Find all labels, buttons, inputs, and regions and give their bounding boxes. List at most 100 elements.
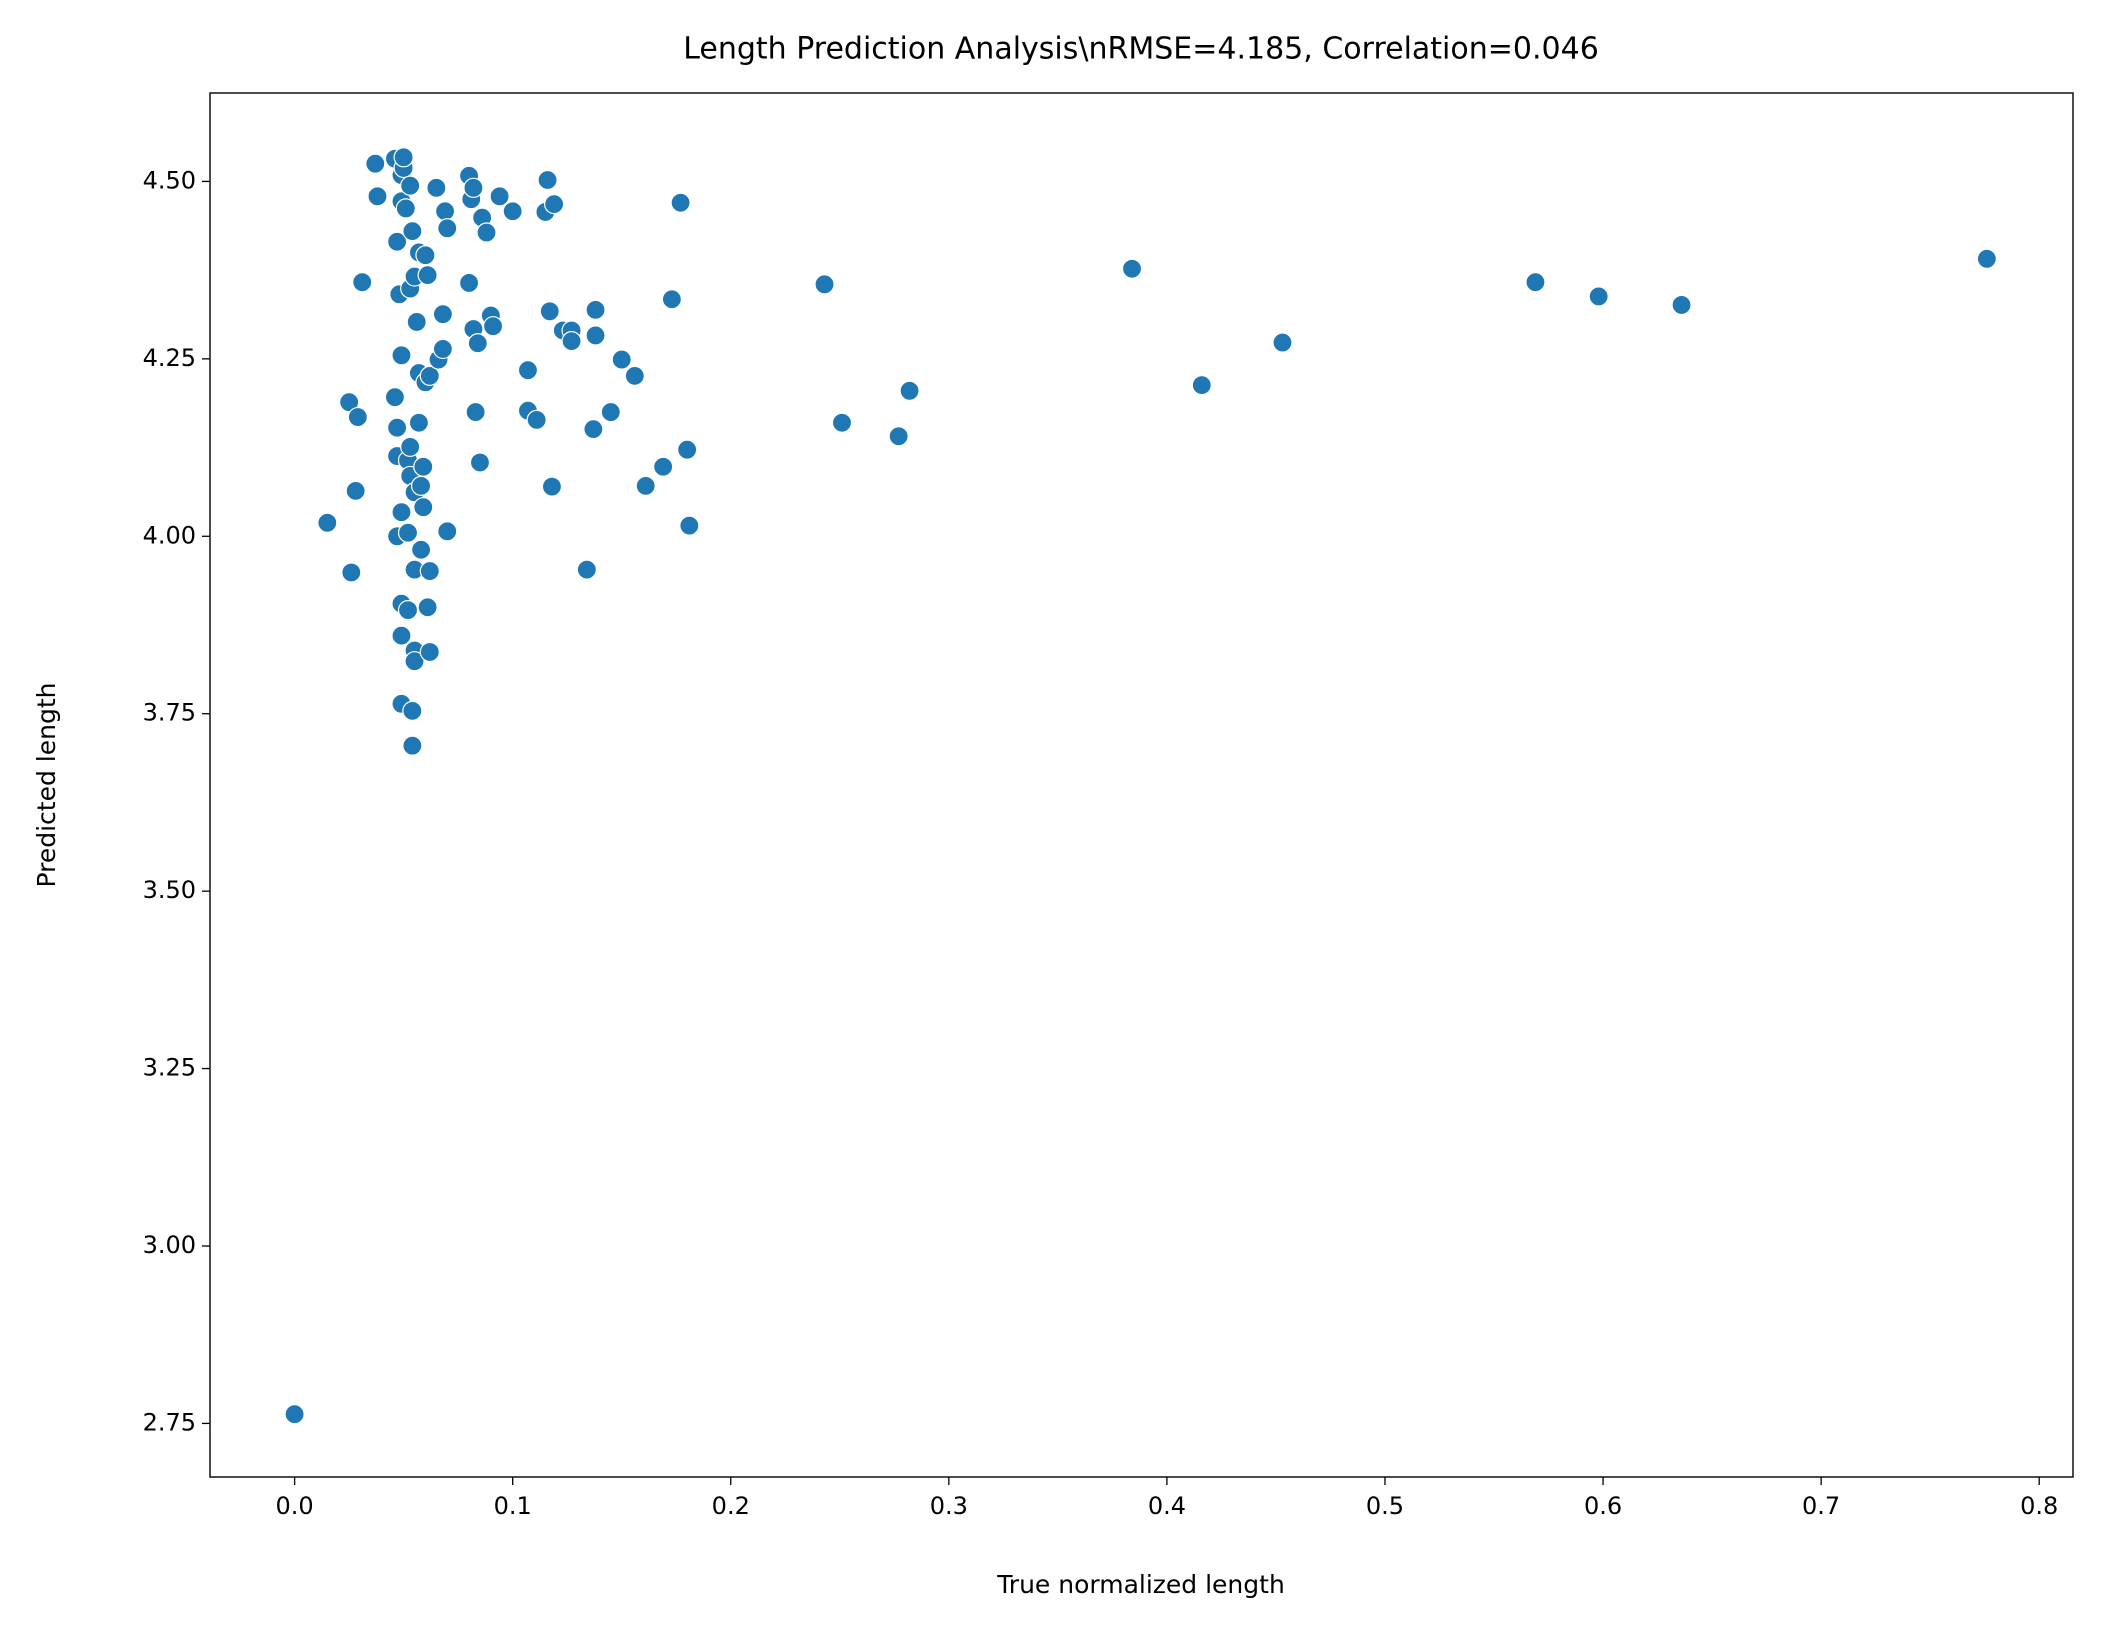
x-tick-label: 0.5 [1366, 1492, 1404, 1520]
point [404, 651, 425, 672]
point [341, 562, 362, 583]
point [387, 231, 408, 252]
point [1272, 332, 1293, 353]
point [831, 412, 853, 433]
point [347, 406, 368, 428]
point [544, 194, 565, 215]
point [482, 316, 504, 337]
point [352, 272, 373, 293]
point [397, 522, 419, 543]
point [1976, 248, 1997, 269]
x-tick-label: 0.1 [494, 1492, 532, 1520]
point [469, 452, 491, 473]
point [539, 301, 560, 322]
point [624, 365, 645, 386]
point [426, 177, 447, 198]
point [391, 625, 412, 646]
point [888, 426, 909, 447]
point [419, 641, 440, 663]
point [365, 153, 386, 174]
point [417, 597, 438, 618]
point [339, 392, 360, 413]
point [465, 401, 486, 423]
point [653, 456, 674, 477]
point [415, 245, 436, 266]
point [400, 175, 421, 196]
y-tick-label: 3.75 [143, 699, 196, 727]
point [387, 417, 408, 438]
point [391, 502, 412, 523]
point [413, 456, 434, 477]
point [502, 201, 523, 222]
point [1121, 258, 1143, 279]
point [635, 475, 656, 496]
point [541, 476, 563, 497]
point [402, 700, 423, 721]
y-tick-label: 4.25 [143, 344, 196, 372]
point [402, 221, 423, 242]
point [576, 559, 597, 580]
point [1525, 272, 1546, 293]
point [284, 1404, 305, 1425]
point [611, 349, 632, 370]
point [463, 177, 484, 198]
point [1588, 286, 1609, 307]
point [437, 521, 458, 542]
x-tick-label: 0.3 [930, 1492, 968, 1520]
point [417, 265, 438, 286]
point [661, 289, 682, 310]
point [432, 304, 454, 325]
point [476, 222, 497, 243]
point [317, 512, 338, 533]
point [384, 387, 406, 408]
x-tick-label: 0.0 [276, 1492, 314, 1520]
x-tick-label: 0.7 [1802, 1492, 1840, 1520]
plot-frame [209, 92, 2074, 1478]
point [526, 409, 547, 430]
point [670, 192, 691, 213]
point [434, 201, 456, 222]
point [391, 345, 412, 366]
y-tick-label: 4.50 [143, 166, 196, 194]
point [1191, 375, 1212, 396]
point [413, 497, 434, 518]
point [406, 311, 427, 333]
point [408, 412, 430, 433]
point [585, 299, 606, 320]
point [395, 198, 416, 219]
point [814, 274, 835, 295]
point [402, 735, 423, 756]
y-tick-label: 3.50 [143, 876, 196, 904]
point [432, 338, 454, 360]
point [345, 480, 366, 501]
point [410, 475, 432, 496]
point [419, 365, 440, 386]
y-tick-label: 2.75 [143, 1408, 196, 1436]
x-tick-label: 0.8 [2020, 1492, 2058, 1520]
point [467, 333, 488, 354]
point [397, 599, 419, 621]
y-axis-label: Predicted length [32, 683, 61, 888]
point [583, 419, 604, 440]
point [679, 515, 700, 536]
point [585, 325, 606, 346]
point [393, 147, 414, 168]
point [517, 360, 539, 381]
point [489, 186, 510, 207]
point [537, 169, 558, 191]
point [1671, 294, 1692, 316]
point [899, 380, 920, 401]
point [561, 331, 582, 352]
point [600, 401, 621, 423]
x-axis-label: True normalized length [996, 1570, 1285, 1599]
chart-title: Length Prediction Analysis\nRMSE=4.185, … [683, 32, 1599, 67]
point [458, 272, 480, 294]
point [367, 186, 388, 207]
y-tick-label: 3.25 [143, 1054, 196, 1082]
point [419, 560, 440, 582]
point [437, 218, 458, 239]
y-tick-label: 3.00 [143, 1231, 196, 1259]
point [677, 439, 698, 460]
